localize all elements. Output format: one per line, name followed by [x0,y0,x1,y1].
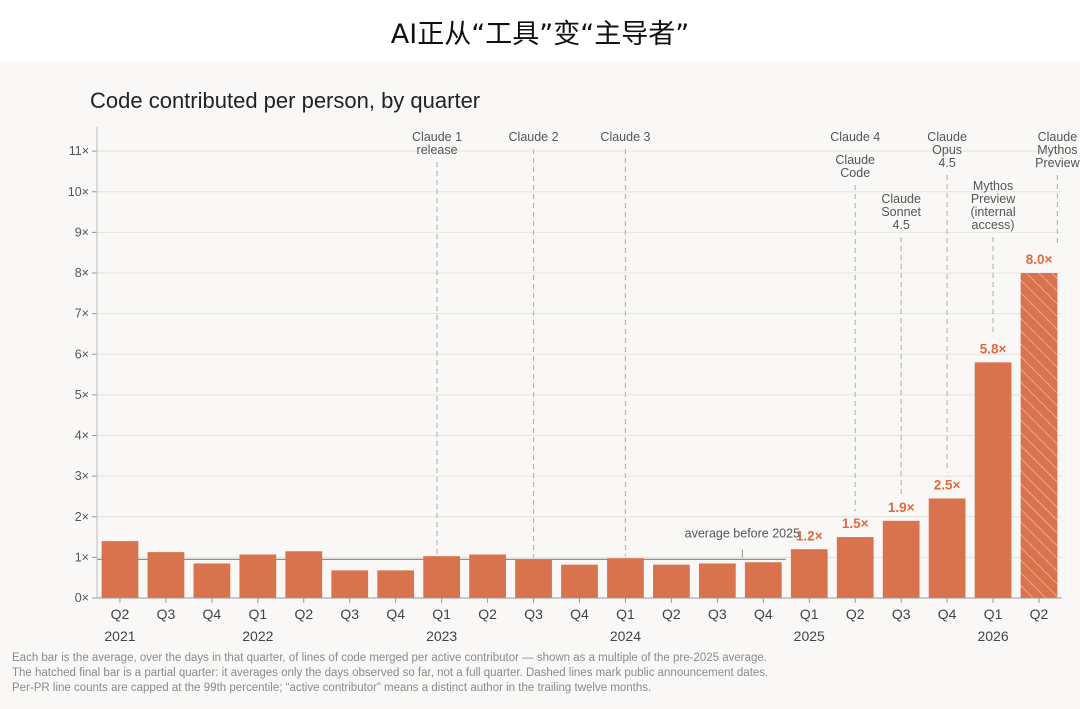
x-tick-label: Q1 [616,606,635,622]
y-tick-label: 9× [75,225,89,239]
x-tick-label: Q3 [708,606,727,622]
annotation-label: access) [972,218,1015,232]
annotation-label: Claude 4 [830,130,880,144]
bar [698,563,736,598]
y-tick-label: 8× [75,266,89,280]
y-tick-label: 6× [75,347,89,361]
page-title: AI正从“工具”变“主导者” [390,19,690,50]
x-year-label: 2026 [977,628,1008,644]
y-tick-label: 7× [75,307,89,321]
annotation-label: Claude [1038,130,1078,144]
bar [377,570,415,598]
bar [239,554,277,598]
annotation-label: release [417,143,458,157]
x-tick-label: Q3 [892,606,911,622]
bar [423,556,461,598]
x-year-label: 2021 [104,628,135,644]
y-tick-label: 0× [75,591,89,605]
bar [607,558,644,598]
x-tick-label: Q4 [203,606,222,622]
x-tick-label: Q1 [984,606,1003,622]
reference-line-layer: average before 2025 [97,526,800,561]
chart-title: Code contributed per person, by quarter [90,88,480,113]
x-tick-label: Q4 [754,606,773,622]
bar-chart: Code contributed per person, by quarter … [68,88,1080,644]
bar-value-label: 5.8× [980,341,1007,356]
annotation-label: 4.5 [938,156,955,170]
y-tick-label: 11× [69,144,89,158]
x-year-label: 2022 [242,628,273,644]
bar [653,564,690,598]
x-tick-label: Q2 [1030,606,1049,622]
x-year-label: 2024 [610,628,641,644]
axis-layer: 0× 1× 2× 3× 4× 5× 6× 7× 8× 9× 10× 11× Q2 Q3 Q4 Q1 Q2 Q3 Q4… [68,127,1062,644]
bar [928,498,966,598]
bar [469,554,506,598]
footnote-line-1: Each bar is the average, over the days i… [12,652,767,664]
x-tick-label: Q2 [846,606,865,622]
bar-value-label: 1.5× [842,516,869,531]
bar [147,552,185,598]
bar-layer: 1.2× 1.5× 1.9× 2.5× 5.8× 8.0× [101,252,1058,598]
grid-layer [91,150,1062,558]
annotation-label: Preview [1035,156,1080,170]
x-tick-label: Q4 [938,606,957,622]
x-tick-label: Q2 [662,606,681,622]
annotation-label: (internal [970,205,1015,219]
bar [515,559,552,598]
bar [1020,273,1058,598]
x-tick-label: Q3 [340,606,359,622]
annotation-label: Claude 1 [412,130,462,144]
annotation-label: Sonnet [881,205,921,219]
bar [101,541,139,598]
annotation-label: Code [840,166,870,180]
annotation-label: Claude 3 [600,130,650,144]
footnote-line-3: Per-PR line counts are capped at the 99t… [12,682,652,694]
chart-panel: Code contributed per person, by quarter … [0,62,1080,709]
y-tick-label: 3× [75,469,89,483]
bar [561,564,598,598]
y-tick-label: 5× [75,388,89,402]
bar-value-label: 1.2× [796,528,823,543]
x-tick-label: Q1 [248,606,267,622]
y-tick-label: 4× [75,429,89,443]
x-year-label: 2023 [426,628,457,644]
x-tick-label: Q1 [800,606,819,622]
footnote-line-2: The hatched final bar is a partial quart… [12,667,769,679]
y-tick-label: 2× [75,510,89,524]
x-tick-label: Q1 [432,606,451,622]
annotation-label: Claude [835,153,875,167]
x-tick-label: Q2 [478,606,497,622]
annotation-label: Mythos [973,179,1013,193]
bar [836,537,874,598]
x-tick-label: Q4 [386,606,405,622]
y-tick-label: 1× [75,550,89,564]
bar [974,362,1012,598]
x-tick-label: Q3 [524,606,543,622]
y-tick-label: 10× [68,185,89,199]
annotation-label: Claude [927,130,967,144]
bar [193,563,231,598]
x-year-label: 2025 [794,628,825,644]
bar [285,551,323,598]
annotation-label: Claude 2 [509,130,559,144]
x-tick-label: Q2 [294,606,313,622]
annotation-label: Opus [932,143,962,157]
bar [331,570,369,598]
bar [882,520,920,598]
bar-value-label: 8.0× [1026,252,1053,267]
reference-line-label: average before 2025 [685,526,800,540]
annotation-label: Preview [971,192,1016,206]
x-tick-label: Q3 [157,606,176,622]
bar [790,549,828,598]
bar-value-label: 1.9× [888,500,915,515]
annotation-label: Mythos [1037,143,1077,157]
bar-value-label: 2.5× [934,477,961,492]
annotation-label: Claude [881,192,921,206]
bar [744,562,782,598]
x-tick-label: Q2 [111,606,130,622]
annotation-label: 4.5 [892,218,909,232]
x-tick-label: Q4 [570,606,589,622]
